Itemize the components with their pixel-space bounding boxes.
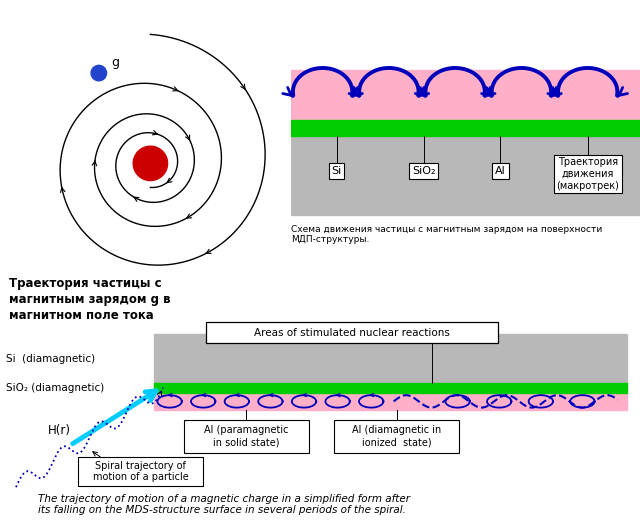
Bar xyxy=(291,120,640,136)
Text: H(r): H(r) xyxy=(48,424,71,437)
FancyBboxPatch shape xyxy=(334,419,460,453)
Text: g: g xyxy=(111,56,119,69)
Bar xyxy=(291,70,640,120)
Text: Al (paramagnetic
in solid state): Al (paramagnetic in solid state) xyxy=(204,425,289,447)
Text: Areas of stimulated nuclear reactions: Areas of stimulated nuclear reactions xyxy=(254,328,450,338)
Text: SiO₂: SiO₂ xyxy=(412,166,435,175)
Text: SiO₂ (diamagnetic): SiO₂ (diamagnetic) xyxy=(6,383,105,393)
Bar xyxy=(154,335,627,383)
Text: Схема движения частицы с магнитным зарядом на поверхности
МДП-структуры.: Схема движения частицы с магнитным заряд… xyxy=(291,225,602,244)
Circle shape xyxy=(91,65,106,81)
Text: Spiral trajectory of
motion of a particle: Spiral trajectory of motion of a particl… xyxy=(93,461,189,482)
FancyBboxPatch shape xyxy=(79,457,204,486)
Text: Al (diamagnetic in
ionized  state): Al (diamagnetic in ionized state) xyxy=(352,425,442,447)
Bar xyxy=(291,136,640,215)
Text: Si  (diamagnetic): Si (diamagnetic) xyxy=(6,354,95,364)
FancyBboxPatch shape xyxy=(206,323,498,343)
Circle shape xyxy=(133,146,168,181)
Text: Траектория частицы с
магнитным зарядом g в
магнитном поле тока: Траектория частицы с магнитным зарядом g… xyxy=(8,277,170,323)
Text: The trajectory of motion of a magnetic charge in a simplified form after
its fal: The trajectory of motion of a magnetic c… xyxy=(38,494,410,515)
Text: Траектория
движения
(макротрек): Траектория движения (макротрек) xyxy=(556,158,619,190)
Bar xyxy=(154,393,627,409)
Text: Si: Si xyxy=(332,166,342,175)
Bar xyxy=(154,383,627,393)
Text: Al: Al xyxy=(495,166,506,175)
FancyBboxPatch shape xyxy=(184,419,309,453)
